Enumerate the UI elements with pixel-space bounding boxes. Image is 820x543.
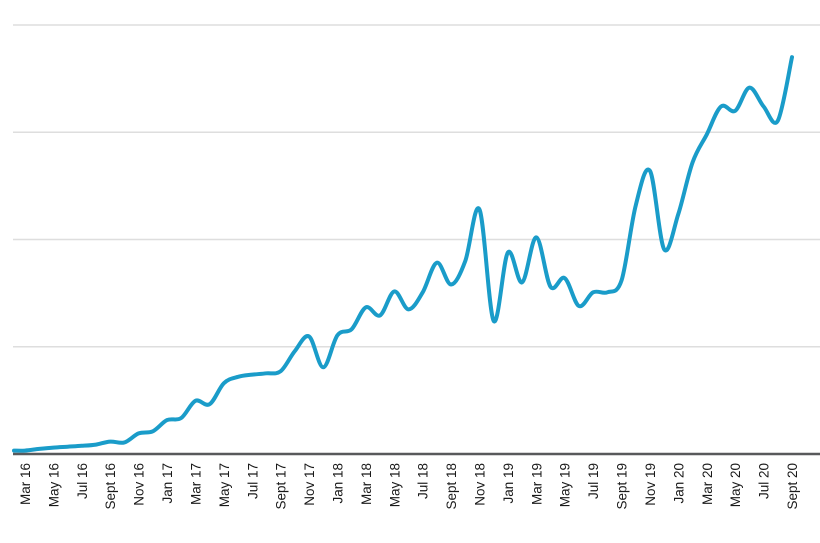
x-tick-label: Nov 17 — [302, 463, 317, 506]
x-tick-label: Sept 16 — [103, 463, 118, 510]
x-tick-label: May 17 — [217, 463, 232, 507]
x-tick-label: May 18 — [387, 463, 402, 507]
x-tick-label: Sept 17 — [274, 463, 289, 510]
x-tick-label: Nov 16 — [132, 463, 147, 506]
x-tick-label: Mar 16 — [18, 463, 33, 505]
x-tick-label: May 19 — [558, 463, 573, 507]
x-tick-label: Sept 20 — [785, 463, 800, 510]
x-tick-label: Jan 19 — [501, 463, 516, 504]
x-tick-label: Mar 17 — [188, 463, 203, 505]
x-tick-label: Mar 20 — [700, 463, 715, 505]
trend-line — [12, 55, 794, 453]
x-tick-label: Jan 18 — [330, 463, 345, 504]
x-tick-label: Nov 18 — [473, 463, 488, 506]
x-tick-label: Jul 17 — [245, 463, 260, 499]
x-tick-label: Nov 19 — [643, 463, 658, 506]
x-tick-label: Mar 19 — [529, 463, 544, 505]
x-tick-label: Jan 17 — [160, 463, 175, 504]
x-tick-label: Jul 18 — [416, 463, 431, 499]
x-tick-label: May 16 — [46, 463, 61, 507]
x-tick-label: Mar 18 — [359, 463, 374, 505]
x-tick-label: Sept 18 — [444, 463, 459, 510]
x-tick-label: Sept 19 — [615, 463, 630, 510]
x-tick-label: May 20 — [728, 463, 743, 507]
x-tick-label: Jul 16 — [75, 463, 90, 499]
x-tick-label: Jul 20 — [757, 463, 772, 499]
x-tick-label: Jul 19 — [586, 463, 601, 499]
x-tick-label: Jan 20 — [671, 463, 686, 504]
